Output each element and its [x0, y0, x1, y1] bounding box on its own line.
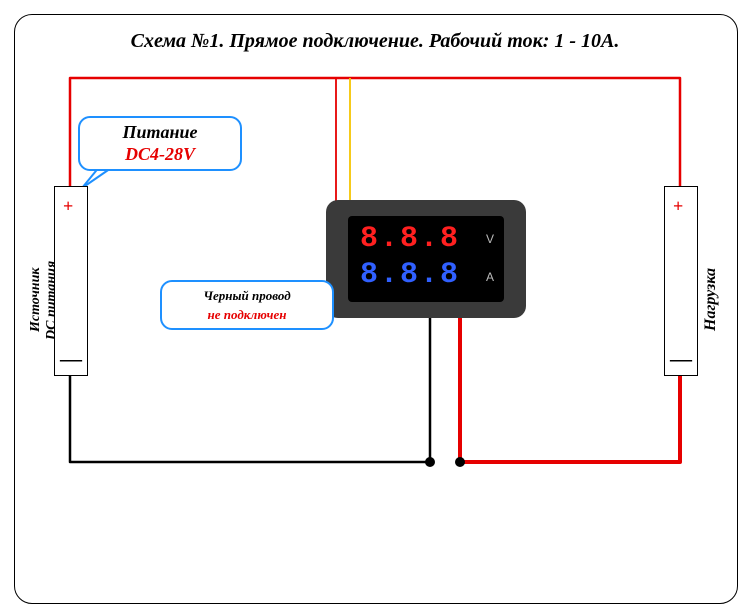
meter-volt-unit: V	[486, 232, 494, 246]
source-label: ИсточникDC питания	[28, 240, 60, 360]
note-bubble: Черный проводне подключен	[160, 280, 334, 330]
junction-1	[455, 457, 465, 467]
load-minus: —	[670, 346, 692, 372]
meter-amp-unit: A	[486, 270, 494, 284]
wire-black-main	[70, 318, 430, 462]
meter-amp-reading: 8.8.8	[360, 258, 460, 292]
meter-volt-reading: 8.8.8	[360, 222, 460, 256]
load-label: Нагрузка	[702, 250, 720, 350]
source-plus: +	[63, 196, 73, 217]
power-bubble: ПитаниеDC4-28V	[78, 116, 242, 171]
junction-0	[425, 457, 435, 467]
wire-yellow	[350, 78, 354, 220]
load-plus: +	[673, 196, 683, 217]
wire-red-thick	[460, 318, 680, 462]
source-minus: —	[60, 346, 82, 372]
diagram-canvas: Схема №1. Прямое подключение. Рабочий то…	[0, 0, 750, 616]
